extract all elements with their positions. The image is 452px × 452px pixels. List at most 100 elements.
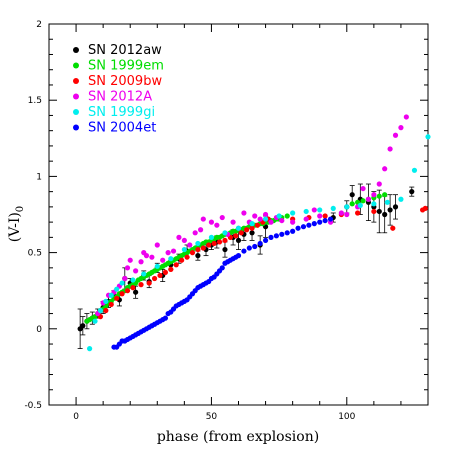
data-point bbox=[290, 210, 296, 216]
data-point bbox=[390, 225, 396, 231]
data-point bbox=[103, 298, 109, 304]
data-point bbox=[295, 225, 301, 231]
data-point bbox=[273, 233, 279, 239]
data-point bbox=[303, 208, 309, 215]
data-point bbox=[195, 246, 201, 253]
svg-text:(V-I)0: (V-I)0 bbox=[7, 206, 26, 242]
y-tick-label: 0.5 bbox=[28, 249, 42, 259]
legend-label: SN 2009bw bbox=[88, 74, 162, 89]
data-point bbox=[208, 234, 215, 240]
data-point bbox=[157, 272, 163, 279]
data-point bbox=[138, 282, 144, 288]
data-point bbox=[80, 323, 86, 329]
data-point bbox=[411, 167, 418, 173]
data-point bbox=[138, 259, 144, 265]
data-point bbox=[92, 318, 98, 324]
data-point bbox=[349, 192, 355, 198]
legend-label: SN 2012aw bbox=[88, 43, 162, 58]
y-axis-title-main: (V-I) bbox=[7, 212, 23, 242]
data-point bbox=[168, 256, 174, 262]
data-point bbox=[382, 211, 388, 218]
data-point bbox=[208, 219, 215, 225]
data-point bbox=[108, 292, 114, 298]
data-point bbox=[355, 210, 361, 216]
data-point bbox=[87, 346, 93, 352]
data-point bbox=[162, 315, 169, 321]
data-point bbox=[130, 277, 136, 283]
legend-label: SN 1999em bbox=[88, 59, 164, 74]
data-point bbox=[317, 219, 323, 225]
data-point bbox=[189, 250, 196, 256]
data-point bbox=[371, 208, 377, 215]
data-point bbox=[108, 301, 114, 308]
data-point bbox=[114, 286, 120, 292]
data-point bbox=[214, 222, 220, 228]
data-point bbox=[195, 253, 201, 259]
data-point bbox=[338, 210, 344, 216]
data-point bbox=[357, 202, 363, 208]
data-point bbox=[290, 219, 296, 225]
y-axis-title-subscript: 0 bbox=[15, 206, 26, 212]
data-point bbox=[184, 254, 190, 260]
data-point bbox=[262, 211, 269, 218]
data-point bbox=[371, 201, 377, 207]
data-point bbox=[222, 246, 228, 253]
data-point bbox=[403, 114, 409, 120]
data-point bbox=[222, 230, 228, 236]
data-point bbox=[122, 275, 128, 282]
data-point bbox=[181, 246, 187, 253]
legend-label: SN 2004et bbox=[88, 121, 156, 136]
series-sn-2004et bbox=[111, 216, 334, 350]
data-point bbox=[114, 295, 120, 301]
x-tick-label: 50 bbox=[206, 412, 218, 422]
x-tick-label: 100 bbox=[338, 412, 355, 422]
data-point bbox=[371, 192, 377, 198]
data-point bbox=[146, 280, 152, 286]
data-point bbox=[409, 189, 415, 195]
data-point bbox=[192, 230, 198, 236]
data-point bbox=[262, 216, 269, 222]
data-point bbox=[311, 221, 317, 227]
data-point bbox=[349, 201, 355, 207]
y-axis-title: (V-I)0 bbox=[7, 206, 26, 242]
data-point bbox=[382, 192, 388, 198]
data-point bbox=[398, 196, 404, 202]
data-point bbox=[262, 237, 269, 244]
data-point bbox=[330, 205, 336, 212]
data-point bbox=[241, 248, 247, 254]
data-point bbox=[290, 228, 296, 234]
data-point bbox=[124, 288, 131, 294]
data-point bbox=[279, 217, 285, 224]
data-point bbox=[360, 185, 366, 192]
data-point bbox=[133, 289, 139, 295]
data-point bbox=[187, 242, 193, 248]
data-point bbox=[127, 257, 133, 263]
y-tick-label: -0.5 bbox=[24, 401, 42, 411]
data-point bbox=[425, 134, 431, 140]
data-point bbox=[300, 224, 307, 230]
legend-marker bbox=[73, 62, 79, 69]
data-point bbox=[230, 219, 236, 225]
data-point bbox=[179, 257, 185, 263]
data-point bbox=[151, 275, 158, 282]
data-point bbox=[382, 166, 388, 172]
data-point bbox=[154, 263, 160, 269]
data-point bbox=[284, 230, 290, 236]
data-point bbox=[219, 265, 225, 271]
axes: -0.5 0 0.5 1 1.5 2 0 50 100 bbox=[24, 20, 429, 422]
data-point bbox=[257, 216, 263, 222]
data-point bbox=[165, 250, 171, 256]
data-point bbox=[376, 193, 382, 199]
data-point bbox=[365, 196, 372, 202]
data-point bbox=[249, 221, 255, 227]
data-point bbox=[268, 219, 274, 225]
legend-marker bbox=[73, 93, 79, 100]
data-point bbox=[154, 242, 160, 248]
data-point bbox=[206, 242, 212, 248]
data-point bbox=[322, 217, 328, 224]
data-point bbox=[143, 253, 150, 259]
data-point bbox=[133, 268, 139, 274]
data-point bbox=[284, 213, 290, 219]
